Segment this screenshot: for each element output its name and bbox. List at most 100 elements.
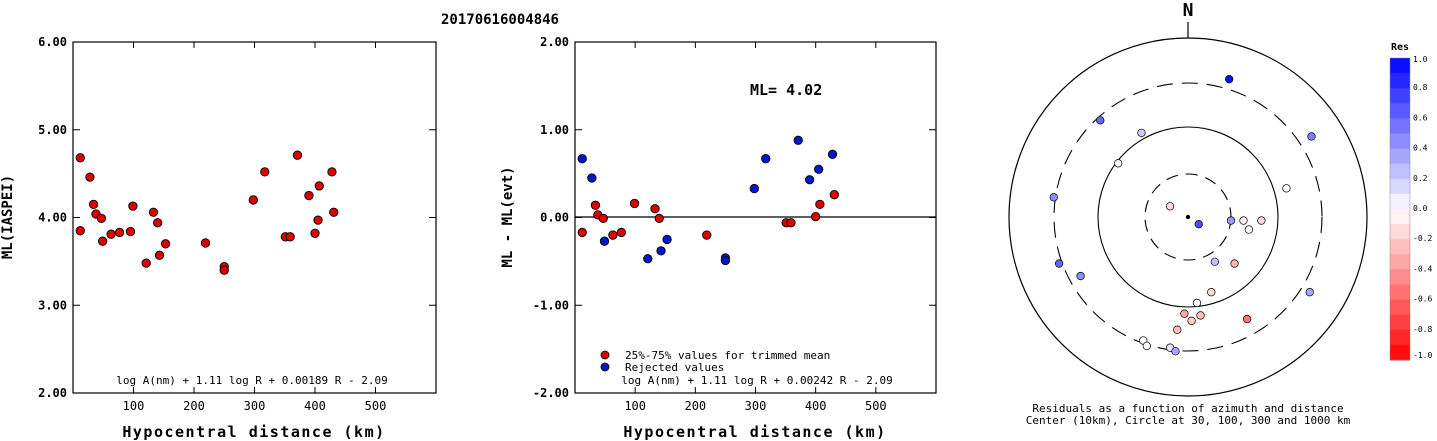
residual-point: [1076, 271, 1085, 281]
data-point: [219, 265, 229, 275]
colorbar-tick-label: 0.2: [1413, 174, 1428, 183]
colorbar-cell: [1390, 239, 1410, 255]
data-point: [260, 167, 270, 177]
residual-point: [1257, 216, 1266, 225]
residual-point: [1242, 314, 1252, 324]
data-point: [587, 173, 597, 183]
figure-title: 20170616004846: [441, 12, 559, 28]
data-point: [292, 150, 303, 160]
formula-text: log A(nm) + 1.11 log R + 0.00242 R - 2.0…: [621, 374, 893, 387]
colorbar-cell: [1390, 163, 1410, 180]
x-tick-label: 300: [745, 399, 767, 413]
data-point: [761, 154, 771, 164]
residual-point: [1194, 220, 1203, 229]
data-point: [200, 238, 211, 248]
data-point: [304, 190, 314, 201]
colorbar-tick-label: -0.2: [1413, 234, 1432, 243]
colorbar-cell: [1390, 254, 1410, 270]
residual-point: [1187, 316, 1196, 325]
data-point: [598, 213, 608, 224]
data-point: [827, 149, 838, 159]
colorbar-cell: [1390, 269, 1410, 285]
colorbar-tick-label: -0.6: [1413, 295, 1432, 304]
y-tick-label: 2.00: [540, 35, 569, 49]
plot-frame: [72, 41, 437, 394]
colorbar-cell: [1390, 224, 1410, 240]
residual-point: [1196, 311, 1205, 320]
polar-caption-1: Residuals as a function of azimuth and d…: [1032, 402, 1343, 415]
ml-iaspei-plot: 100 200 300 400 500 2.00 3.00 4.00 5.00 6.00 log …: [0, 35, 437, 441]
data-point: [590, 200, 601, 210]
y-tick-label: -2.00: [533, 386, 569, 400]
residual-point: [1142, 341, 1151, 351]
data-point: [327, 167, 337, 177]
data-point: [616, 227, 626, 238]
data-point: [154, 250, 165, 260]
data-point: [141, 258, 151, 268]
ring-100km: [1097, 126, 1279, 308]
y-axis-label: ML - ML(evt): [500, 166, 516, 267]
data-point: [285, 232, 295, 242]
data-point: [314, 181, 324, 191]
residual-points: [1049, 75, 1316, 356]
y-tick-label: 2.00: [38, 386, 67, 400]
ring-300km: [1053, 82, 1323, 352]
data-point: [654, 213, 664, 224]
data-point: [643, 254, 653, 264]
colorbar-tick-label: 1.0: [1413, 55, 1428, 64]
colorbar-tick-label: 0.0: [1413, 204, 1428, 213]
residual-point: [1207, 288, 1216, 297]
legend-marker-trimmed: [600, 350, 610, 360]
data-point: [153, 218, 163, 228]
y-tick-label: 3.00: [38, 298, 67, 312]
colorbar-tick-label: 0.8: [1413, 83, 1428, 92]
residual-point: [1226, 216, 1236, 225]
data-point: [313, 215, 323, 225]
y-axis-label: ML(IASPEI): [0, 175, 16, 259]
y-tick-label: 4.00: [38, 211, 67, 225]
x-tick-label: 500: [365, 399, 387, 413]
data-point: [75, 153, 85, 163]
residual-point: [1307, 132, 1316, 141]
epicenter-dot: [1185, 214, 1191, 220]
residual-point: [1305, 288, 1314, 297]
ring-1000km: [1008, 37, 1368, 397]
data-point: [599, 236, 610, 246]
data-point: [608, 230, 618, 240]
x-tick-label: 500: [865, 399, 887, 413]
colorbar-cell: [1390, 133, 1410, 150]
colorbar-cell: [1390, 314, 1410, 331]
residual-point: [1180, 309, 1189, 318]
colorbar-cell: [1390, 88, 1410, 104]
legend-label-trimmed: 25%-75% values for trimmed mean: [625, 349, 830, 362]
colorbar-cell: [1390, 73, 1410, 89]
colorbar-tick-label: 0.4: [1413, 144, 1428, 153]
data-point: [749, 183, 759, 194]
data-point: [720, 255, 731, 266]
y-tick-label: 6.00: [38, 35, 67, 49]
y-tick-label: 1.00: [540, 123, 569, 137]
y-tick-label: 0.00: [540, 211, 569, 225]
colorbar-cell: [1390, 148, 1410, 165]
x-tick-label: 200: [684, 399, 706, 413]
colorbar-cell: [1390, 118, 1410, 134]
data-point: [88, 199, 99, 209]
data-point: [656, 246, 666, 256]
x-tick-label: 100: [624, 399, 646, 413]
colorbar-title: Res: [1391, 42, 1409, 53]
residual-colorbar: Res 1.0 0.8 0.6 0.4 0.2 0.0 -0.2 -0.4 -0.6 -0.8 -1…: [1389, 42, 1432, 361]
colorbar-tick-label: -0.8: [1413, 325, 1432, 334]
x-tick-label: 100: [123, 399, 145, 413]
colorbar-cell: [1390, 193, 1410, 210]
colorbar-tick-label: -1.0: [1413, 351, 1432, 360]
data-point: [811, 211, 821, 222]
colorbar-tick-label: 0.6: [1413, 113, 1428, 122]
data-point: [125, 226, 136, 237]
residual-point: [1137, 128, 1146, 138]
ml-annotation: ML= 4.02: [750, 81, 822, 99]
data-point: [786, 218, 796, 228]
residual-point: [1114, 159, 1123, 168]
data-points: [577, 135, 839, 266]
data-point: [815, 199, 825, 209]
data-point: [128, 201, 138, 211]
